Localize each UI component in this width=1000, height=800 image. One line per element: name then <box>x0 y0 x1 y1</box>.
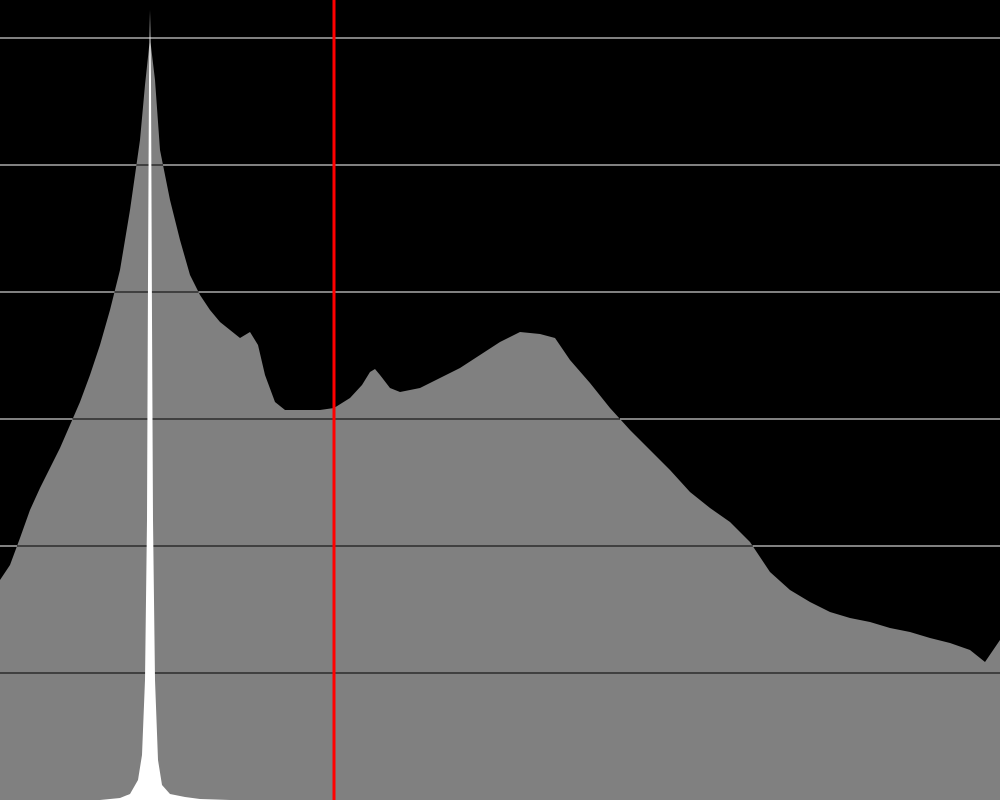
histogram-chart <box>0 0 1000 800</box>
